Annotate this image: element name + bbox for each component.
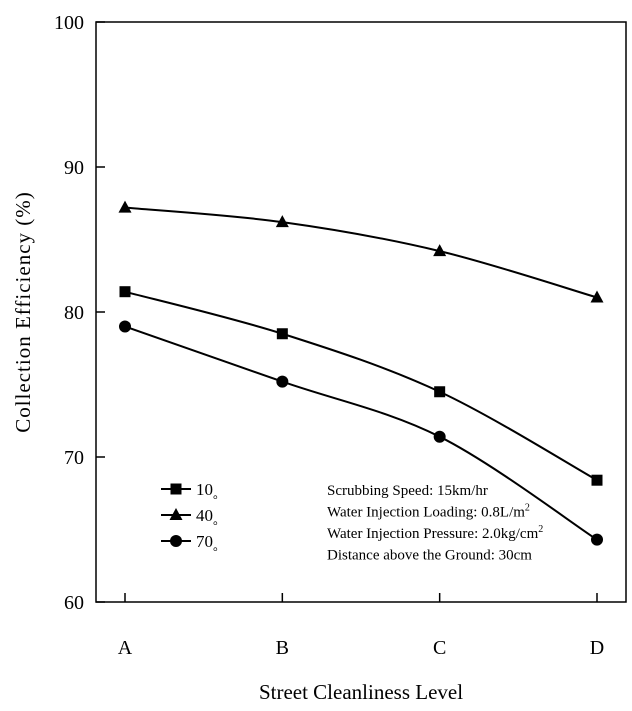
x-tick-label: B — [276, 637, 289, 659]
legend-label: 70。 — [196, 532, 225, 553]
data-point-10 — [119, 286, 131, 298]
legend-marker-triangle — [169, 508, 183, 520]
series-70 — [119, 320, 603, 546]
series-40 — [118, 200, 604, 303]
data-point-10 — [591, 474, 603, 486]
annotation-text: Water Injection Pressure: 2.0kg/cm — [327, 526, 539, 542]
legend-label: 10。 — [196, 480, 225, 501]
legend-series-name: 70 — [196, 532, 213, 551]
data-point-40 — [275, 215, 289, 228]
x-axis-title: Street Cleanliness Level — [259, 680, 463, 704]
legend-label: 40。 — [196, 506, 225, 527]
data-point-40 — [590, 290, 604, 303]
legend-suffix: 。 — [213, 487, 225, 501]
legend-marker-square — [170, 483, 182, 495]
x-axis-ticks: A B C D — [118, 593, 604, 659]
data-point-70 — [119, 320, 131, 333]
legend-series-name: 40 — [196, 506, 213, 525]
y-tick-label: 90 — [64, 157, 84, 179]
legend-item-70: 70。 — [161, 532, 225, 553]
annotation-superscript: 2 — [538, 524, 543, 535]
data-point-40 — [118, 200, 132, 213]
annotation-line: Distance above the Ground: 30cm — [327, 548, 532, 564]
annotation-text: Scrubbing Speed: 15km/hr — [327, 483, 488, 499]
series-10 — [119, 286, 603, 486]
y-axis-ticks: 60 70 80 90 100 — [54, 12, 105, 614]
series-layer — [118, 200, 604, 546]
annotation-superscript: 2 — [525, 503, 530, 514]
series-line-70 — [124, 325, 598, 541]
annotation-block: Scrubbing Speed: 15km/hr Water Injection … — [327, 483, 543, 564]
x-tick-label: C — [433, 637, 446, 659]
legend-item-40: 40。 — [161, 506, 225, 527]
y-tick-label: 100 — [54, 12, 84, 34]
series-line-10 — [124, 290, 598, 482]
data-point-10 — [276, 328, 288, 340]
annotation-line: Water Injection Loading: 0.8L/m2 — [327, 503, 530, 521]
annotation-text: Distance above the Ground: 30cm — [327, 548, 532, 564]
legend-marker-circle — [170, 535, 182, 547]
series-line-40 — [124, 206, 598, 299]
legend-suffix: 。 — [213, 539, 225, 553]
x-tick-label: A — [118, 637, 133, 659]
data-point-10 — [434, 386, 446, 398]
legend-series-name: 10 — [196, 480, 213, 499]
y-axis-title: Collection Efficiency (%) — [11, 191, 35, 433]
annotation-line: Scrubbing Speed: 15km/hr — [327, 483, 488, 499]
legend-item-10: 10。 — [161, 480, 225, 501]
data-point-70 — [276, 375, 289, 388]
annotation-text: Water Injection Loading: 0.8L/m — [327, 505, 525, 521]
annotation-line: Water Injection Pressure: 2.0kg/cm2 — [327, 524, 543, 542]
data-point-40 — [433, 244, 447, 257]
data-point-70 — [433, 430, 446, 443]
y-tick-label: 80 — [64, 302, 84, 324]
x-tick-label: D — [590, 637, 604, 659]
legend-suffix: 。 — [213, 513, 225, 527]
y-tick-label: 60 — [64, 592, 84, 614]
y-tick-label: 70 — [64, 447, 84, 469]
data-point-70 — [591, 533, 603, 546]
legend: 10。40。70。 — [161, 480, 225, 553]
